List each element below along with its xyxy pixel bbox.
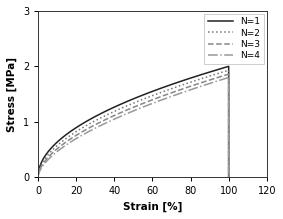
N=2 <box>179 84 183 87</box>
X-axis label: Strain [%]: Strain [%] <box>123 202 182 212</box>
N=3 <box>36 176 40 178</box>
Line: N=1: N=1 <box>38 66 229 177</box>
N=2 <box>36 176 40 178</box>
N=1 <box>179 80 183 83</box>
N=1 <box>106 109 109 112</box>
N=1 <box>36 176 40 178</box>
N=1 <box>135 96 139 99</box>
N=1 <box>160 87 163 89</box>
N=2 <box>135 100 139 103</box>
N=4 <box>36 176 40 178</box>
N=2 <box>160 91 163 94</box>
Line: N=3: N=3 <box>38 74 229 177</box>
Line: N=2: N=2 <box>38 70 229 177</box>
N=4 <box>179 92 183 94</box>
N=2 <box>108 112 111 115</box>
N=2 <box>70 134 73 136</box>
N=4 <box>160 99 163 101</box>
N=4 <box>135 108 139 111</box>
N=4 <box>108 120 111 123</box>
N=3 <box>70 137 73 140</box>
N=1 <box>108 108 111 111</box>
N=2 <box>106 113 109 116</box>
N=3 <box>160 95 163 98</box>
Line: N=4: N=4 <box>38 78 229 177</box>
N=3 <box>179 88 183 91</box>
N=4 <box>106 121 109 124</box>
Y-axis label: Stress [MPa]: Stress [MPa] <box>7 57 17 132</box>
Legend: N=1, N=2, N=3, N=4: N=1, N=2, N=3, N=4 <box>204 14 264 64</box>
N=3 <box>106 117 109 120</box>
N=1 <box>70 130 73 132</box>
N=3 <box>108 116 111 119</box>
N=3 <box>135 104 139 107</box>
N=4 <box>70 140 73 143</box>
